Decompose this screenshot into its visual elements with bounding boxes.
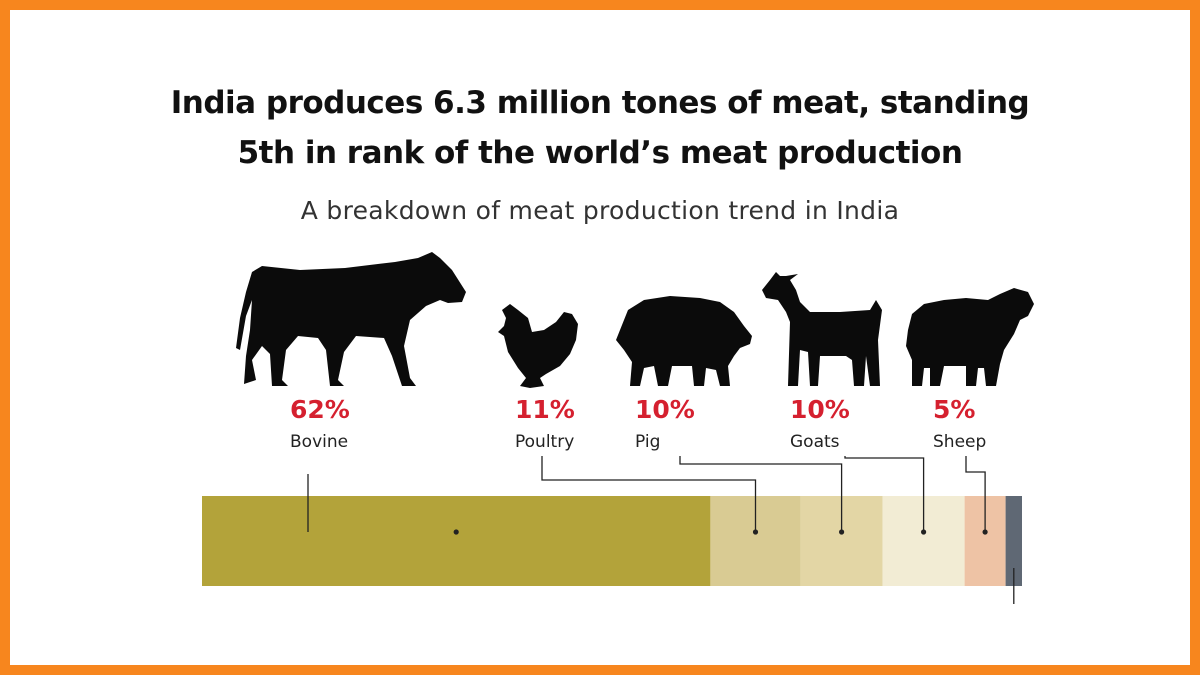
cow-icon [236,252,466,386]
leader-dot-sheep [982,529,988,535]
pig-icon [616,296,752,386]
category-label-sheep: Sheep [933,432,986,452]
category-labels: Bovine Poultry Pig Goats Sheep [290,432,986,452]
percent-label-pig: 10% [635,395,695,424]
category-label-bovine: Bovine [290,432,348,452]
chicken-icon [498,304,578,388]
title-line-1: India produces 6.3 million tones of meat… [170,85,1030,121]
bar-segment-bovine [202,496,711,586]
leader-dot-bovine [453,529,459,535]
percent-labels: 62% 11% 10% 10% 5% [290,395,975,424]
chart-subtitle: A breakdown of meat production trend in … [300,196,900,225]
chart-title: India produces 6.3 million tones of meat… [0,78,1200,178]
category-label-pig: Pig [635,432,660,452]
sheep-icon [906,288,1034,386]
percent-label-sheep: 5% [933,395,975,424]
leader-dot-goats [921,529,927,535]
category-label-poultry: Poultry [515,432,574,452]
title-line-2: 5th in rank of the world’s meat producti… [237,135,963,171]
leader-dot-pig [839,529,845,535]
percent-label-goats: 10% [790,395,850,424]
leader-line-goats [844,456,925,532]
goat-icon [762,272,882,386]
leader-line-pig [679,456,843,532]
percent-label-poultry: 11% [515,395,575,424]
category-label-goats: Goats [790,432,840,452]
leader-lines [307,456,1015,604]
leader-line-poultry [541,456,757,532]
bar-segment-other [1005,496,1022,586]
percent-label-bovine: 62% [290,395,350,424]
leader-line-sheep [965,456,986,532]
leader-dot-poultry [752,529,759,535]
bar-segments [202,496,1022,586]
